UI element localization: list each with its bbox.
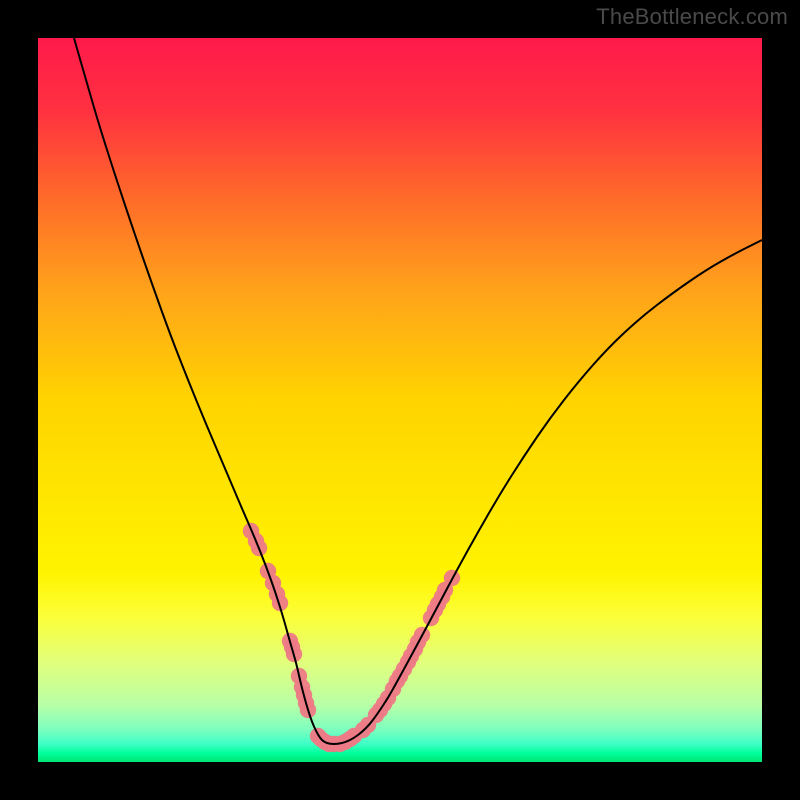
chart-root: { "image": { "width": 800, "height": 800… [0, 0, 800, 800]
watermark-text: TheBottleneck.com [596, 4, 788, 30]
curve-overlay [38, 38, 762, 762]
marker-group [243, 523, 460, 752]
plot-area [38, 38, 762, 762]
